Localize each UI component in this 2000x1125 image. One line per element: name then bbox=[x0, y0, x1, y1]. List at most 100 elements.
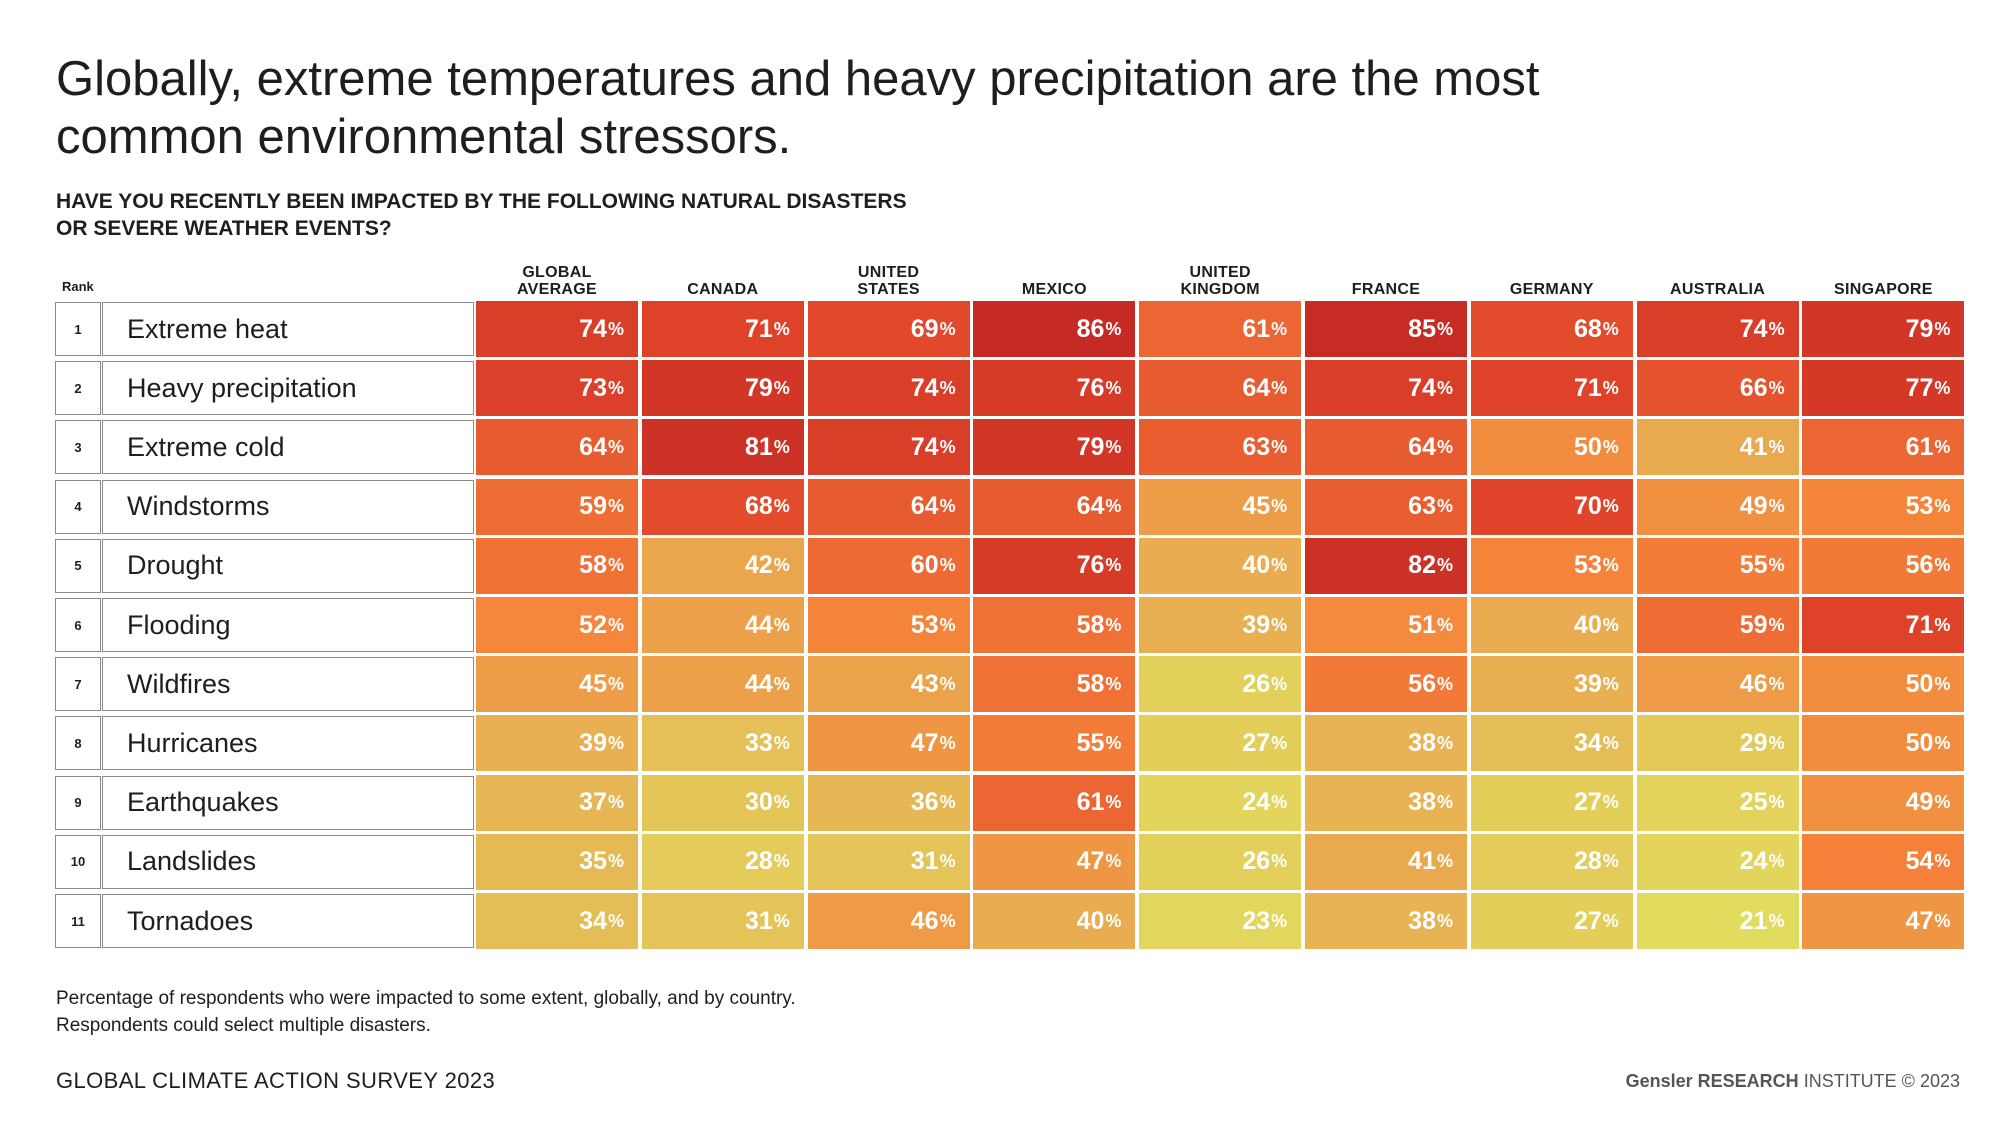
credit-rest: INSTITUTE © 2023 bbox=[1803, 1071, 1960, 1091]
cell-value: 64 bbox=[910, 492, 939, 521]
percent-sign: % bbox=[773, 496, 790, 517]
cell-value: 36 bbox=[910, 788, 939, 817]
heatmap-cell: 49% bbox=[1802, 774, 1965, 831]
percent-sign: % bbox=[1436, 792, 1453, 813]
percent-sign: % bbox=[939, 318, 956, 339]
heatmap-cell: 64% bbox=[807, 478, 970, 535]
percent-sign: % bbox=[1602, 555, 1619, 576]
percent-sign: % bbox=[1934, 910, 1951, 931]
disaster-label: Earthquakes bbox=[102, 775, 474, 830]
cell-value: 39 bbox=[1573, 669, 1602, 698]
heatmap-cell: 70% bbox=[1470, 478, 1633, 535]
cell-value: 54 bbox=[1905, 847, 1934, 876]
cell-value: 74 bbox=[579, 314, 607, 343]
heatmap-cell: 63% bbox=[1305, 478, 1467, 535]
cell-value: 79 bbox=[744, 373, 773, 402]
percent-sign: % bbox=[1768, 377, 1785, 398]
rank-cell: 6 bbox=[55, 598, 101, 652]
cell-value: 50 bbox=[1573, 432, 1602, 461]
percent-sign: % bbox=[939, 910, 956, 931]
cell-value: 25 bbox=[1739, 788, 1768, 817]
percent-sign: % bbox=[607, 792, 624, 813]
cell-value: 33 bbox=[744, 728, 773, 757]
percent-sign: % bbox=[1934, 377, 1951, 398]
cell-value: 71 bbox=[1573, 373, 1602, 402]
heatmap-cell: 39% bbox=[476, 715, 638, 772]
percent-sign: % bbox=[1934, 732, 1951, 753]
percent-sign: % bbox=[1271, 555, 1288, 576]
heatmap-cell: 31% bbox=[807, 833, 970, 890]
percent-sign: % bbox=[939, 673, 956, 694]
cell-value: 40 bbox=[1242, 551, 1271, 580]
heatmap-cell: 74% bbox=[1305, 360, 1467, 417]
heatmap-cell: 39% bbox=[1470, 656, 1633, 713]
heatmap-cell: 79% bbox=[973, 419, 1136, 476]
percent-sign: % bbox=[1271, 910, 1288, 931]
cell-value: 71 bbox=[744, 314, 773, 343]
percent-sign: % bbox=[607, 318, 624, 339]
heatmap-cell: 44% bbox=[641, 597, 804, 653]
cell-value: 24 bbox=[1242, 788, 1271, 817]
cell-value: 39 bbox=[579, 728, 607, 757]
cell-value: 45 bbox=[1242, 492, 1271, 521]
heatmap-cell: 81% bbox=[641, 419, 804, 476]
percent-sign: % bbox=[773, 673, 790, 694]
heatmap-cell: 43% bbox=[807, 656, 970, 713]
heatmap-cell: 37% bbox=[476, 774, 638, 831]
disaster-label: Hurricanes bbox=[102, 716, 474, 771]
heatmap-cell: 71% bbox=[1470, 360, 1633, 417]
percent-sign: % bbox=[1768, 851, 1785, 872]
cell-value: 47 bbox=[1076, 847, 1105, 876]
cell-value: 55 bbox=[1076, 728, 1105, 757]
heatmap-cell: 74% bbox=[807, 419, 970, 476]
rank-cell: 5 bbox=[55, 538, 101, 593]
cell-value: 46 bbox=[910, 906, 939, 935]
heatmap-cell: 23% bbox=[1139, 893, 1302, 949]
heatmap-cell: 52% bbox=[476, 597, 638, 653]
cell-value: 40 bbox=[1076, 906, 1105, 935]
heatmap-cell: 61% bbox=[1802, 419, 1965, 476]
heatmap-cell: 59% bbox=[1636, 597, 1799, 653]
percent-sign: % bbox=[1105, 555, 1122, 576]
cell-value: 68 bbox=[744, 492, 773, 521]
rank-cell: 1 bbox=[55, 302, 101, 356]
heatmap-cell: 47% bbox=[973, 833, 1136, 890]
percent-sign: % bbox=[607, 377, 624, 398]
heatmap-cell: 34% bbox=[476, 893, 638, 949]
heatmap-cell: 28% bbox=[1470, 833, 1633, 890]
percent-sign: % bbox=[1768, 555, 1785, 576]
percent-sign: % bbox=[1768, 792, 1785, 813]
footnote-line-2: Respondents could select multiple disast… bbox=[56, 1015, 431, 1036]
cell-value: 74 bbox=[1739, 314, 1768, 343]
heatmap-cell: 76% bbox=[973, 360, 1136, 417]
cell-value: 23 bbox=[1242, 906, 1271, 935]
footnote-line-1: Percentage of respondents who were impac… bbox=[56, 988, 796, 1009]
heatmap-cell: 40% bbox=[1470, 597, 1633, 653]
cell-value: 64 bbox=[1242, 373, 1271, 402]
heatmap-cell: 73% bbox=[476, 360, 638, 417]
column-header: CANADA bbox=[687, 281, 759, 298]
cell-value: 31 bbox=[910, 847, 939, 876]
percent-sign: % bbox=[1271, 851, 1288, 872]
heatmap-cell: 42% bbox=[641, 537, 804, 594]
percent-sign: % bbox=[939, 614, 956, 635]
cell-value: 77 bbox=[1905, 373, 1934, 402]
cell-value: 49 bbox=[1739, 492, 1768, 521]
cell-value: 58 bbox=[1076, 669, 1105, 698]
heatmap-cell: 27% bbox=[1470, 893, 1633, 949]
percent-sign: % bbox=[1105, 673, 1122, 694]
cell-value: 79 bbox=[1076, 432, 1105, 461]
cell-value: 34 bbox=[579, 906, 607, 935]
column-header: GLOBAL AVERAGE bbox=[516, 264, 598, 298]
column-header: FRANCE bbox=[1351, 281, 1421, 298]
percent-sign: % bbox=[1105, 614, 1122, 635]
cell-value: 39 bbox=[1242, 610, 1271, 639]
percent-sign: % bbox=[939, 555, 956, 576]
percent-sign: % bbox=[1768, 496, 1785, 517]
percent-sign: % bbox=[1271, 436, 1288, 457]
cell-value: 26 bbox=[1242, 669, 1271, 698]
rank-cell: 2 bbox=[55, 361, 101, 416]
heatmap-cell: 36% bbox=[807, 774, 970, 831]
cell-value: 70 bbox=[1573, 492, 1602, 521]
heatmap-cell: 79% bbox=[641, 360, 804, 417]
